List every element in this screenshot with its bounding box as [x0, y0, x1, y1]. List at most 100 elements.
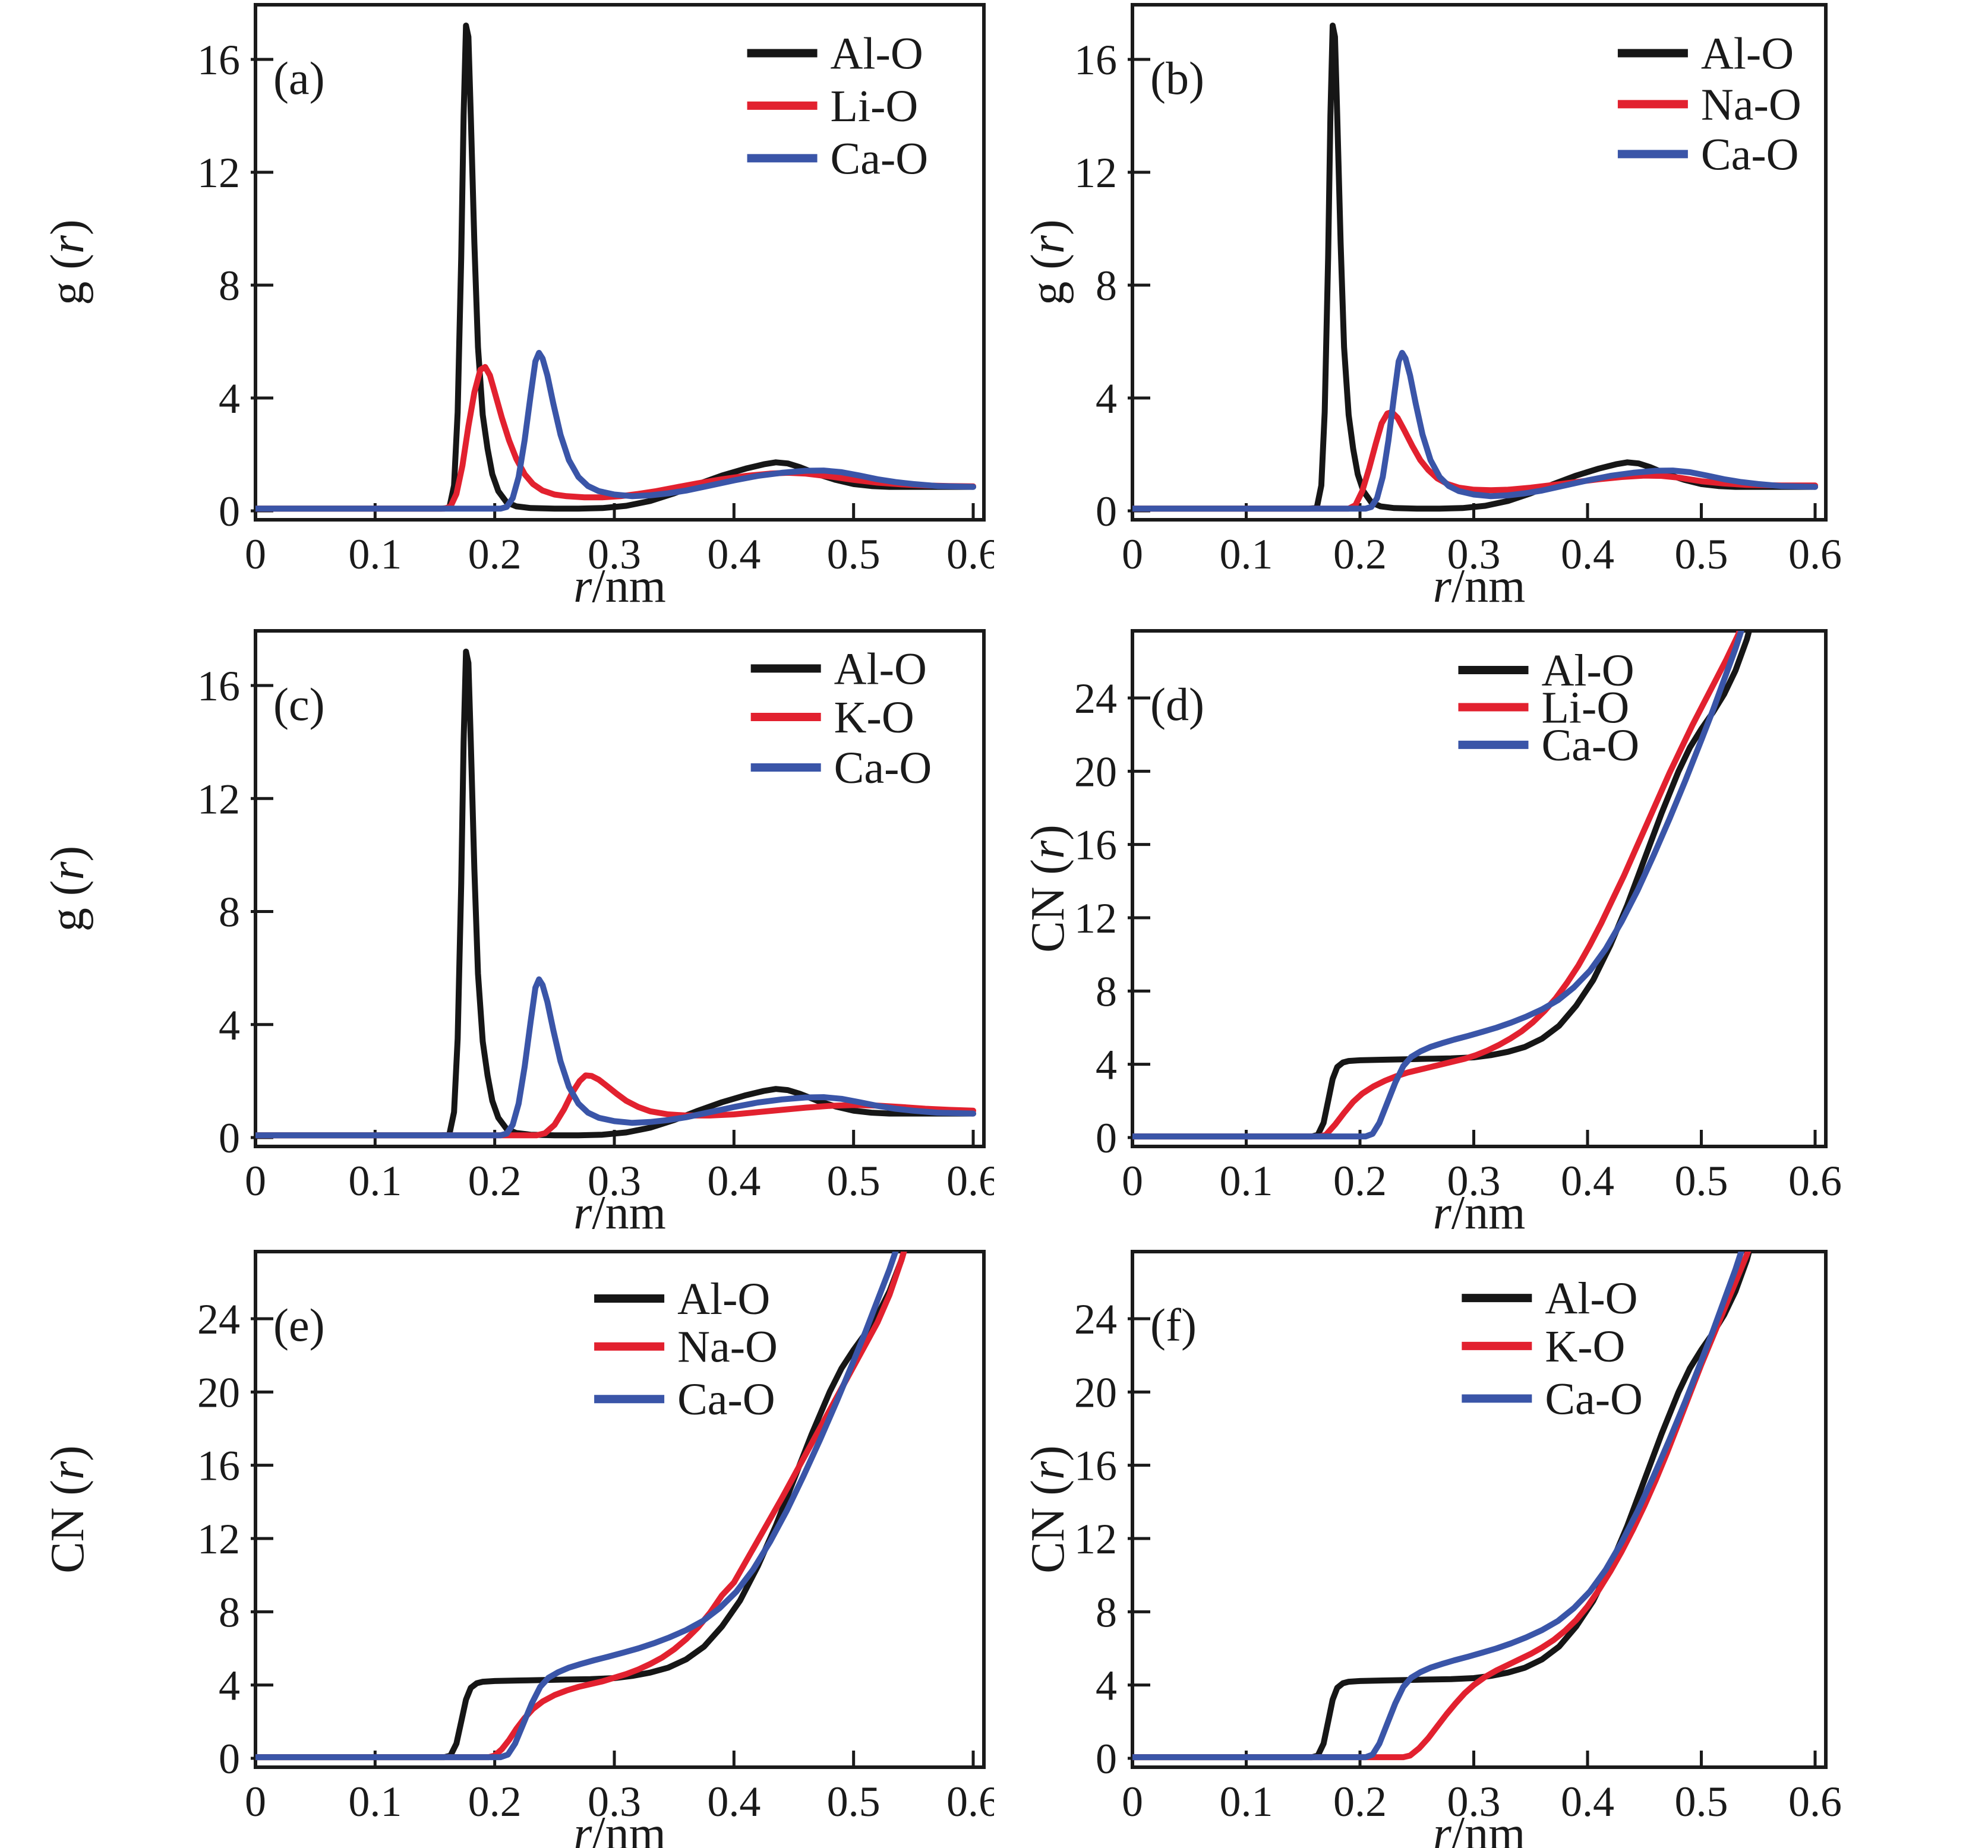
x-tick-label: 0.5 — [1675, 530, 1728, 578]
y-tick-label: 8 — [219, 1588, 240, 1636]
x-tick-label: 0.3 — [588, 1157, 641, 1205]
legend-label: Ca-O — [1701, 129, 1799, 179]
y-tick-label: 16 — [197, 36, 240, 84]
panel-letter-b: (b) — [1150, 52, 1204, 104]
y-tick-label: 0 — [219, 1735, 240, 1783]
panel-letter-d: (d) — [1150, 678, 1204, 730]
legend-label: Ca-O — [831, 134, 929, 184]
legend-label: Li-O — [1541, 683, 1629, 732]
y-tick-label: 8 — [1096, 968, 1117, 1015]
y-tick-label: 12 — [1074, 1515, 1117, 1563]
y-tick-label: 4 — [1096, 1662, 1117, 1710]
x-tick-label: 0.3 — [588, 530, 641, 578]
legend-label: Na-O — [677, 1322, 778, 1372]
plot-frame — [1131, 1250, 1828, 1769]
y-tick-label: 12 — [197, 1515, 240, 1563]
x-tick-label: 0.5 — [827, 1778, 881, 1825]
x-tick-label: 0.4 — [707, 1157, 761, 1205]
x-tick-label: 0.5 — [1675, 1157, 1728, 1205]
plot-frame — [1131, 3, 1828, 522]
y-tick-label: 20 — [1074, 1369, 1117, 1416]
panel-letter-e: (e) — [273, 1299, 325, 1351]
y-tick-label: 16 — [197, 662, 240, 710]
y-tick-label: 8 — [219, 262, 240, 309]
y-axis-label: CN (r) — [1022, 825, 1074, 953]
y-tick-label: 20 — [197, 1369, 240, 1416]
x-tick-label: 0.2 — [468, 1157, 522, 1205]
y-tick-label: 4 — [1096, 1041, 1117, 1089]
y-tick-label: 0 — [219, 1114, 240, 1162]
x-tick-label: 0.4 — [1561, 1778, 1614, 1825]
x-tick-label: 0.6 — [1788, 1778, 1842, 1825]
series-ca-o-line — [255, 976, 976, 1139]
x-tick-label: 0 — [1122, 1157, 1143, 1205]
series-al-o-line — [1132, 631, 1753, 1140]
series-li-o-line — [1132, 631, 1743, 1140]
legend-label: Ca-O — [1545, 1374, 1643, 1424]
x-tick-label: 0.2 — [1333, 1778, 1387, 1825]
legend-label: Ca-O — [1541, 721, 1639, 770]
y-tick-label: 20 — [1074, 748, 1117, 795]
series-ca-o-line — [1132, 631, 1744, 1140]
x-tick-label: 0.1 — [1220, 1778, 1273, 1825]
x-tick-label: 0.4 — [1561, 530, 1614, 578]
plot-frame — [254, 629, 986, 1148]
x-tick-label: 0.1 — [348, 1157, 402, 1205]
y-axis-label: g (r) — [42, 219, 94, 305]
legend-label: Al-O — [1541, 646, 1634, 696]
series-al-o-line — [255, 1252, 907, 1761]
y-tick-label: 16 — [1074, 1442, 1117, 1490]
y-tick-label: 4 — [219, 375, 240, 422]
y-tick-label: 0 — [1096, 1735, 1117, 1783]
y-tick-label: 16 — [1074, 36, 1117, 84]
legend-label: Ca-O — [834, 743, 932, 793]
x-tick-label: 0.3 — [1447, 1778, 1501, 1825]
legend-label: Al-O — [677, 1274, 770, 1324]
y-axis-label: g (r) — [1022, 219, 1074, 305]
series-ca-o-line — [1132, 1252, 1744, 1761]
x-tick-label: 0.6 — [1788, 530, 1842, 578]
x-tick-label: 0.2 — [1333, 1157, 1387, 1205]
panel-b-chart: 0 0.1 0.2 0.3 0.4 0.5 0.6 0 4 8 12 16 r/nm g (r) (b) Al… — [1022, 3, 1842, 612]
x-tick-label: 0.4 — [707, 1778, 761, 1825]
x-tick-label: 0 — [245, 530, 266, 578]
x-tick-label: 0.4 — [1561, 1157, 1614, 1205]
x-tick-label: 0.1 — [348, 530, 402, 578]
x-axis-label: r/nm — [573, 1187, 666, 1232]
y-tick-label: 16 — [1074, 822, 1117, 869]
series-na-o-line — [1132, 409, 1818, 512]
y-tick-label: 8 — [1096, 262, 1117, 309]
panel-f-chart: 0 0.1 0.2 0.3 0.4 0.5 0.6 0 4 8 12 16 20 24 r/nm CN (r)… — [1022, 1250, 1842, 1848]
x-tick-label: 0.1 — [348, 1778, 402, 1825]
plot-frame — [254, 3, 986, 522]
y-axis-label: g (r) — [42, 846, 94, 931]
y-tick-label: 0 — [219, 488, 240, 535]
x-tick-label: 0.3 — [588, 1778, 641, 1825]
panel-letter-a: (a) — [273, 52, 325, 104]
y-tick-label: 4 — [219, 1662, 240, 1710]
panel-letter-f: (f) — [1150, 1299, 1197, 1351]
x-tick-label: 0.6 — [1788, 1157, 1842, 1205]
series-ca-o-line — [255, 1252, 899, 1761]
y-tick-label: 16 — [197, 1442, 240, 1490]
legend-label: Al-O — [1701, 29, 1794, 78]
panel-a-chart: 0 0.1 0.2 0.3 0.4 0.5 0.6 0 4 8 12 16 r/nm g (r) (a) Al… — [42, 3, 994, 612]
series-ca-o-line — [1132, 350, 1818, 512]
legend-label: Na-O — [1701, 80, 1801, 129]
legend-label: Al-O — [1545, 1274, 1637, 1323]
x-tick-label: 0.6 — [946, 1157, 994, 1205]
y-tick-label: 12 — [1074, 149, 1117, 197]
x-tick-label: 0.6 — [946, 530, 994, 578]
x-tick-label: 0 — [245, 1778, 266, 1825]
x-tick-label: 0.4 — [707, 530, 761, 578]
x-tick-label: 0.5 — [827, 1157, 881, 1205]
x-axis-label: r/nm — [573, 1808, 666, 1848]
x-axis-label: r/nm — [1433, 1808, 1526, 1848]
x-tick-label: 0 — [245, 1157, 266, 1205]
x-axis-label: r/nm — [1433, 1187, 1526, 1232]
x-tick-label: 0 — [1122, 1778, 1143, 1825]
x-tick-label: 0.6 — [946, 1778, 994, 1825]
y-tick-label: 24 — [197, 1296, 240, 1343]
y-tick-label: 8 — [219, 889, 240, 936]
